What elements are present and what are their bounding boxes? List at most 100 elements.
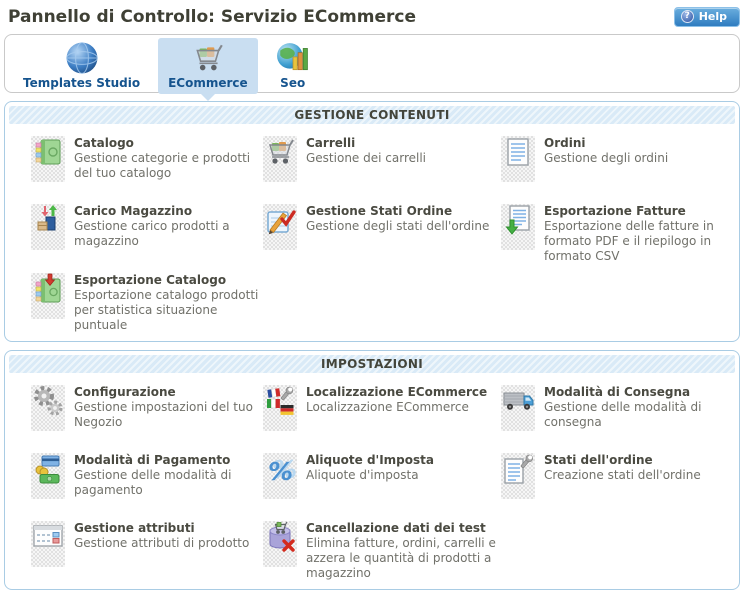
item-title[interactable]: Stati dell'ordine xyxy=(544,453,653,467)
section-title: IMPOSTAZIONI xyxy=(320,357,424,371)
item-title[interactable]: Ordini xyxy=(544,136,586,150)
section-impostazioni: IMPOSTAZIONI Configurazione Gestione imp… xyxy=(4,350,740,590)
item-esportazione-catalogo[interactable]: Esportazione Catalogo Esportazione catal… xyxy=(31,273,263,333)
item-description: Gestione carico prodotti a magazzino xyxy=(74,219,230,248)
invoice-export-icon xyxy=(501,204,535,250)
item-text: Cancellazione dati dei test Elimina fatt… xyxy=(306,521,501,581)
item-description: Gestione attributi di prodotto xyxy=(74,536,250,550)
item-description: Gestione impostazioni del tuo Negozio xyxy=(74,400,253,429)
tab-seo[interactable]: Seo xyxy=(266,38,320,94)
item-catalogo[interactable]: Catalogo Gestione categorie e prodotti d… xyxy=(31,136,263,195)
item-modalita-di-consegna[interactable]: Modalità di Consegna Gestione delle moda… xyxy=(501,385,735,444)
help-button-label: Help xyxy=(698,10,727,23)
question-circle-icon: ? xyxy=(680,10,694,23)
help-button[interactable]: ? Help xyxy=(673,7,740,27)
item-description: Elimina fatture, ordini, carrelli e azze… xyxy=(306,536,496,580)
item-title[interactable]: Modalità di Consegna xyxy=(544,385,691,399)
tab-templates-studio[interactable]: Templates Studio xyxy=(13,38,150,94)
item-description: Gestione categorie e prodotti del tuo ca… xyxy=(74,151,251,180)
item-description: Gestione degli stati dell'ordine xyxy=(306,219,490,233)
seo-globe-chart-icon xyxy=(276,41,310,75)
section-title: GESTIONE CONTENUTI xyxy=(294,108,450,122)
item-gestione-attributi[interactable]: Gestione attributi Gestione attributi di… xyxy=(31,521,263,581)
item-cancellazione-dati-dei-test[interactable]: Cancellazione dati dei test Elimina fatt… xyxy=(263,521,501,581)
item-text: Localizzazione ECommerce Localizzazione … xyxy=(306,385,487,415)
notepad-check-icon xyxy=(263,204,297,250)
item-stati-dell-ordine[interactable]: Stati dell'ordine Creazione stati dell'o… xyxy=(501,453,735,512)
percent-icon: %% xyxy=(263,453,297,499)
item-description: Aliquote d'imposta xyxy=(306,468,419,482)
warehouse-load-icon xyxy=(31,204,65,250)
tab-label: Seo xyxy=(280,76,306,90)
order-document-icon xyxy=(501,136,535,182)
tab-label: Templates Studio xyxy=(23,76,141,90)
item-description: Esportazione catalogo prodotti per stati… xyxy=(74,288,259,332)
item-carico-magazzino[interactable]: Carico Magazzino Gestione carico prodott… xyxy=(31,204,263,264)
gears-icon xyxy=(31,385,65,431)
item-title[interactable]: Esportazione Catalogo xyxy=(74,273,227,287)
attributes-form-icon xyxy=(31,521,65,567)
flags-wrench-icon xyxy=(263,385,297,431)
item-text: Esportazione Fatture Esportazione delle … xyxy=(544,204,735,264)
shopping-cart-icon xyxy=(263,136,297,182)
item-title[interactable]: Cancellazione dati dei test xyxy=(306,521,486,535)
item-description: Gestione delle modalità di pagamento xyxy=(74,468,232,497)
tab-ecommerce[interactable]: ECommerce xyxy=(158,38,258,101)
item-description: Gestione dei carrelli xyxy=(306,151,426,165)
globe-icon xyxy=(65,41,99,75)
item-esportazione-fatture[interactable]: Esportazione Fatture Esportazione delle … xyxy=(501,204,735,264)
toolbar: Templates Studio ECommerce Seo xyxy=(4,34,740,101)
payment-money-icon xyxy=(31,453,65,499)
item-text: Carrelli Gestione dei carrelli xyxy=(306,136,426,166)
item-title[interactable]: Localizzazione ECommerce xyxy=(306,385,488,399)
item-text: Configurazione Gestione impostazioni del… xyxy=(74,385,263,430)
item-title[interactable]: Esportazione Fatture xyxy=(544,204,686,218)
item-text: Stati dell'ordine Creazione stati dell'o… xyxy=(544,453,701,483)
section-gestione-contenuti: GESTIONE CONTENUTI Catalogo Gestione cat… xyxy=(4,101,740,342)
svg-text:%: % xyxy=(272,455,296,484)
item-description: Esportazione delle fatture in formato PD… xyxy=(544,219,714,263)
item-title[interactable]: Carico Magazzino xyxy=(74,204,193,218)
toolbar-tabs: Templates Studio ECommerce Seo xyxy=(5,35,739,101)
page-title: Pannello di Controllo: Servizio ECommerc… xyxy=(8,7,416,27)
item-title[interactable]: Modalità di Pagamento xyxy=(74,453,231,467)
item-localizzazione-ecommerce[interactable]: Localizzazione ECommerce Localizzazione … xyxy=(263,385,501,444)
item-text: Ordini Gestione degli ordini xyxy=(544,136,668,166)
selected-tab-arrow-icon xyxy=(198,92,217,110)
catalog-export-icon xyxy=(31,273,65,319)
section-items: Catalogo Gestione categorie e prodotti d… xyxy=(5,132,739,333)
item-title[interactable]: Carrelli xyxy=(306,136,356,150)
item-description: Gestione degli ordini xyxy=(544,151,669,165)
tab-label: ECommerce xyxy=(168,76,248,90)
item-description: Creazione stati dell'ordine xyxy=(544,468,701,482)
item-ordini[interactable]: Ordini Gestione degli ordini xyxy=(501,136,735,195)
item-aliquote-d-imposta[interactable]: %% Aliquote d'Imposta Aliquote d'imposta xyxy=(263,453,501,512)
item-text: Carico Magazzino Gestione carico prodott… xyxy=(74,204,263,249)
svg-text:%: % xyxy=(268,457,293,485)
item-modalita-di-pagamento[interactable]: Modalità di Pagamento Gestione delle mod… xyxy=(31,453,263,512)
item-text: Gestione attributi Gestione attributi di… xyxy=(74,521,249,551)
section-items: Configurazione Gestione impostazioni del… xyxy=(5,381,739,581)
document-wrench-icon xyxy=(501,453,535,499)
item-title[interactable]: Aliquote d'Imposta xyxy=(306,453,434,467)
item-text: Gestione Stati Ordine Gestione degli sta… xyxy=(306,204,489,234)
item-title[interactable]: Gestione Stati Ordine xyxy=(306,204,453,218)
item-description: Localizzazione ECommerce xyxy=(306,400,469,414)
catalog-book-icon xyxy=(31,136,65,182)
item-text: Esportazione Catalogo Esportazione catal… xyxy=(74,273,263,333)
item-text: Aliquote d'Imposta Aliquote d'imposta xyxy=(306,453,434,483)
item-text: Modalità di Pagamento Gestione delle mod… xyxy=(74,453,263,498)
item-title[interactable]: Catalogo xyxy=(74,136,134,150)
delivery-truck-icon xyxy=(501,385,535,431)
item-gestione-stati-ordine[interactable]: Gestione Stati Ordine Gestione degli sta… xyxy=(263,204,501,264)
item-text: Modalità di Consegna Gestione delle moda… xyxy=(544,385,735,430)
item-text: Catalogo Gestione categorie e prodotti d… xyxy=(74,136,263,181)
section-header: GESTIONE CONTENUTI xyxy=(9,106,735,124)
item-carrelli[interactable]: Carrelli Gestione dei carrelli xyxy=(263,136,501,195)
section-header: IMPOSTAZIONI xyxy=(9,355,735,373)
item-title[interactable]: Gestione attributi xyxy=(74,521,195,535)
item-title[interactable]: Configurazione xyxy=(74,385,176,399)
item-configurazione[interactable]: Configurazione Gestione impostazioni del… xyxy=(31,385,263,444)
shopping-cart-icon xyxy=(191,41,225,75)
